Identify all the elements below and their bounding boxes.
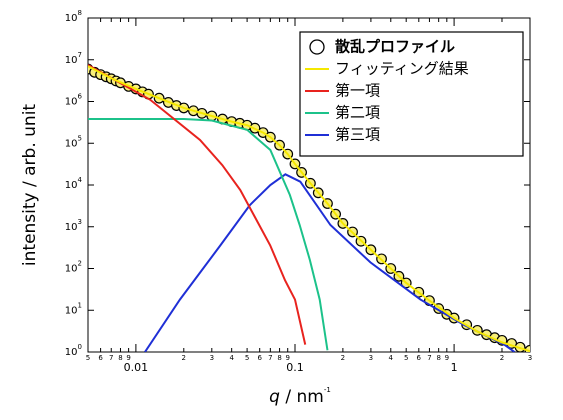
- y-tick-base: 10: [65, 13, 78, 24]
- y-tick-base: 10: [65, 305, 78, 316]
- y-tick-label: 108: [65, 9, 82, 24]
- x-tick-minor-label: 5: [86, 354, 90, 362]
- y-tick-base: 10: [65, 347, 78, 358]
- y-tick-label: 104: [65, 176, 83, 191]
- x-tick-minor-label: 7: [268, 354, 272, 362]
- y-tick-base: 10: [65, 180, 78, 191]
- x-tick-minor-label: 2: [341, 354, 345, 362]
- y-tick-base: 10: [65, 222, 78, 233]
- x-tick-minor-label: 6: [98, 354, 103, 362]
- x-axis-symbol: q: [269, 387, 280, 407]
- x-tick-minor-label: 3: [369, 354, 373, 362]
- x-tick-minor-label: 8: [118, 354, 122, 362]
- x-tick-minor-label: 2: [500, 354, 504, 362]
- x-axis-exponent: -1: [324, 386, 331, 394]
- plot-area: [88, 63, 530, 352]
- y-axis-label: intensity / arb. unit: [20, 104, 40, 267]
- y-tick-exponent: 4: [78, 176, 83, 184]
- y-tick-exponent: 5: [78, 134, 82, 142]
- y-tick-exponent: 6: [78, 93, 83, 101]
- x-tick-minor-label: 6: [257, 354, 262, 362]
- x-tick-minor-label: 3: [210, 354, 214, 362]
- y-tick-exponent: 8: [78, 9, 82, 17]
- y-tick-exponent: 7: [78, 51, 82, 59]
- legend-marker: [309, 39, 325, 55]
- x-tick-minor-label: 9: [445, 354, 449, 362]
- y-tick-base: 10: [65, 264, 78, 275]
- y-tick-exponent: 3: [78, 218, 82, 226]
- y-tick-exponent: 1: [78, 301, 82, 309]
- legend-label: 第二項: [335, 104, 380, 122]
- data-line: [88, 118, 329, 351]
- legend-label: 第一項: [335, 82, 380, 100]
- x-tick-label: 1: [451, 361, 458, 374]
- x-tick-minor-label: 4: [389, 354, 394, 362]
- legend-label: フィッティング結果: [335, 60, 469, 78]
- x-tick-minor-label: 4: [229, 354, 234, 362]
- x-tick-minor-label: 3: [528, 354, 532, 362]
- x-axis-label: q / nm-1: [269, 386, 331, 407]
- y-tick-base: 10: [65, 138, 78, 149]
- y-tick-label: 106: [65, 93, 83, 108]
- data-line: [88, 65, 530, 352]
- y-tick-base: 10: [65, 55, 78, 66]
- x-tick-minor-label: 2: [182, 354, 186, 362]
- data-line: [88, 64, 307, 345]
- y-tick-label: 100: [65, 343, 82, 358]
- y-tick-label: 105: [65, 134, 82, 149]
- x-tick-minor-label: 7: [109, 354, 113, 362]
- x-tick-minor-label: 5: [404, 354, 408, 362]
- x-tick-minor-label: 6: [417, 354, 422, 362]
- y-tick-exponent: 2: [78, 260, 82, 268]
- x-axis-unit: / nm: [280, 387, 324, 407]
- x-tick-minor-label: 8: [277, 354, 281, 362]
- x-tick-label: 0.01: [124, 361, 149, 374]
- x-tick-minor-label: 5: [245, 354, 249, 362]
- x-tick-label: 0.1: [286, 361, 304, 374]
- x-tick-minor-label: 9: [285, 354, 289, 362]
- x-tick-minor-label: 7: [427, 354, 431, 362]
- x-tick-minor-label: 8: [436, 354, 440, 362]
- legend-label: 散乱プロファイル: [335, 38, 455, 56]
- x-tick-minor-label: 9: [126, 354, 130, 362]
- y-tick-exponent: 0: [78, 343, 82, 351]
- y-tick-label: 101: [65, 301, 82, 316]
- y-tick-label: 103: [65, 218, 82, 233]
- legend-box: [299, 31, 524, 157]
- y-tick-label: 102: [65, 260, 82, 275]
- legend-label: 第三項: [335, 126, 380, 144]
- y-tick-base: 10: [65, 97, 78, 108]
- y-tick-label: 107: [65, 51, 82, 66]
